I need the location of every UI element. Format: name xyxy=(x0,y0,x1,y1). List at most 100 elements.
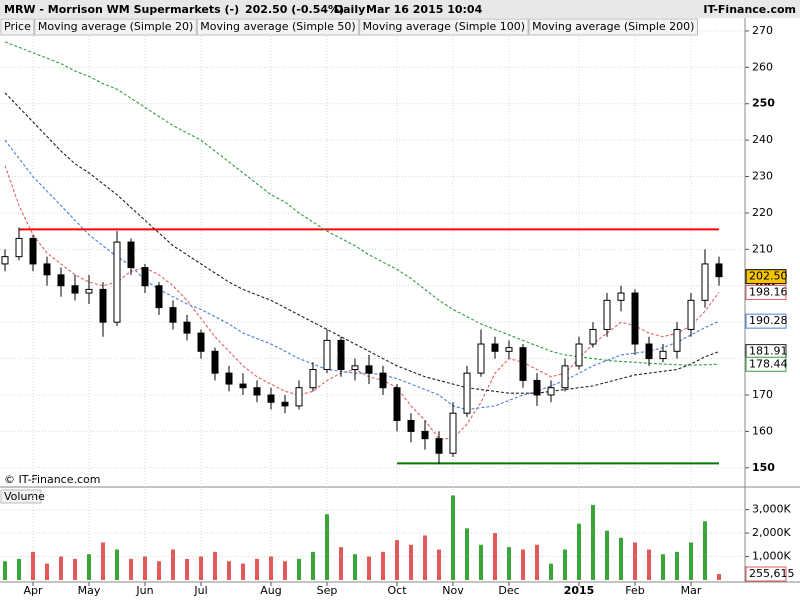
volume-bar xyxy=(605,530,609,580)
moving-average-line xyxy=(4,139,720,411)
y-tick-label: 260 xyxy=(752,60,773,73)
volume-bar xyxy=(409,544,413,580)
candle-body xyxy=(463,372,471,414)
period: Daily xyxy=(334,3,365,16)
volume-bar xyxy=(577,523,581,580)
candle-body xyxy=(71,285,79,294)
candle-body xyxy=(547,387,555,396)
x-tick-label: Oct xyxy=(387,584,407,597)
x-tick-label: Feb xyxy=(625,584,644,597)
volume-bar xyxy=(227,561,231,580)
y-tick-label: 240 xyxy=(752,133,773,146)
candle-body xyxy=(43,263,51,276)
candle-body xyxy=(421,430,429,440)
candle-body xyxy=(15,237,23,258)
candle-body xyxy=(267,394,275,403)
volume-bar xyxy=(451,495,455,580)
volume-bar xyxy=(73,558,77,580)
volume-bar xyxy=(115,549,119,580)
candle-body xyxy=(169,307,177,323)
x-tick-label: Apr xyxy=(23,584,43,597)
volume-bar xyxy=(199,556,203,580)
volume-bar xyxy=(619,537,623,580)
candle-body xyxy=(645,343,653,360)
candle-body xyxy=(491,343,499,352)
candle-body xyxy=(673,328,681,352)
candle-body xyxy=(407,419,415,432)
last-value-label: 202.50 xyxy=(749,270,788,283)
candle-body xyxy=(687,299,695,330)
volume-bar xyxy=(437,549,441,580)
volume-bar xyxy=(339,547,343,580)
volume-bar xyxy=(59,556,63,580)
x-tick-label: Nov xyxy=(442,584,464,597)
moving-average-line xyxy=(4,92,720,394)
last-value-box xyxy=(745,284,787,300)
candle-body xyxy=(113,241,121,323)
volume-bar xyxy=(381,551,385,580)
candle-body xyxy=(155,285,163,309)
header-bar xyxy=(0,0,800,18)
candle-body xyxy=(351,365,359,370)
legend-label: Moving average (Simple 50) xyxy=(200,20,355,33)
volume-bar xyxy=(647,549,651,580)
legend-label: Price xyxy=(4,20,31,33)
candle-body xyxy=(295,387,303,407)
volume-bar xyxy=(521,549,525,580)
volume-bar xyxy=(633,542,637,580)
timestamp: Mar 16 2015 10:04 xyxy=(366,3,483,16)
volume-bar xyxy=(17,558,21,580)
volume-bar xyxy=(717,574,721,580)
candle-body xyxy=(337,339,345,370)
volume-bar xyxy=(185,558,189,580)
candle-body xyxy=(575,343,583,367)
volume-bar xyxy=(395,540,399,580)
candle-body xyxy=(519,347,527,381)
candle-body xyxy=(1,256,9,265)
volume-bar xyxy=(535,544,539,580)
legend-box xyxy=(359,18,529,36)
volume-bar xyxy=(325,514,329,580)
y-tick-label: 250 xyxy=(752,97,775,110)
volume-bar xyxy=(311,551,315,580)
candle-body xyxy=(183,321,191,334)
x-tick-label: Mar xyxy=(681,584,702,597)
legend-box xyxy=(0,18,35,36)
source: IT-Finance.com xyxy=(703,3,796,16)
candle-body xyxy=(281,401,289,407)
y-tick-label: 220 xyxy=(752,206,773,219)
last-value-label: 198.16 xyxy=(749,285,788,298)
last-value-label: 178.44 xyxy=(749,357,788,370)
candle-body xyxy=(393,387,401,421)
volume-bar xyxy=(507,547,511,580)
x-tick-label: Jun xyxy=(135,584,153,597)
quote: 202.50 (-0.54%) xyxy=(245,3,344,16)
volume-bar xyxy=(269,556,273,580)
legend-label: Moving average (Simple 200) xyxy=(532,20,694,33)
last-value-box xyxy=(745,313,787,329)
x-tick-label: Aug xyxy=(260,584,281,597)
volume-bar xyxy=(367,556,371,580)
x-tick-label: Dec xyxy=(498,584,519,597)
candle-body xyxy=(239,383,247,389)
candle-body xyxy=(141,267,149,287)
volume-legend-box xyxy=(0,489,42,504)
candle-body xyxy=(631,292,639,345)
x-tick-label: Jul xyxy=(193,584,207,597)
candle-body xyxy=(99,288,107,323)
legend-label: Moving average (Simple 100) xyxy=(363,20,525,33)
y-tick-label: 1,000K xyxy=(752,550,791,563)
volume-bar xyxy=(241,563,245,580)
candle-body xyxy=(715,263,723,278)
candle-body xyxy=(253,387,261,396)
candle-body xyxy=(701,263,709,301)
y-tick-label: 3,000K xyxy=(752,503,791,516)
volume-bar xyxy=(297,558,301,580)
volume-bar xyxy=(563,549,567,580)
candle-body xyxy=(477,343,485,374)
y-tick-label: 270 xyxy=(752,24,773,37)
y-tick-label: 150 xyxy=(752,461,775,474)
volume-bar xyxy=(353,554,357,580)
candle-body xyxy=(533,379,541,396)
